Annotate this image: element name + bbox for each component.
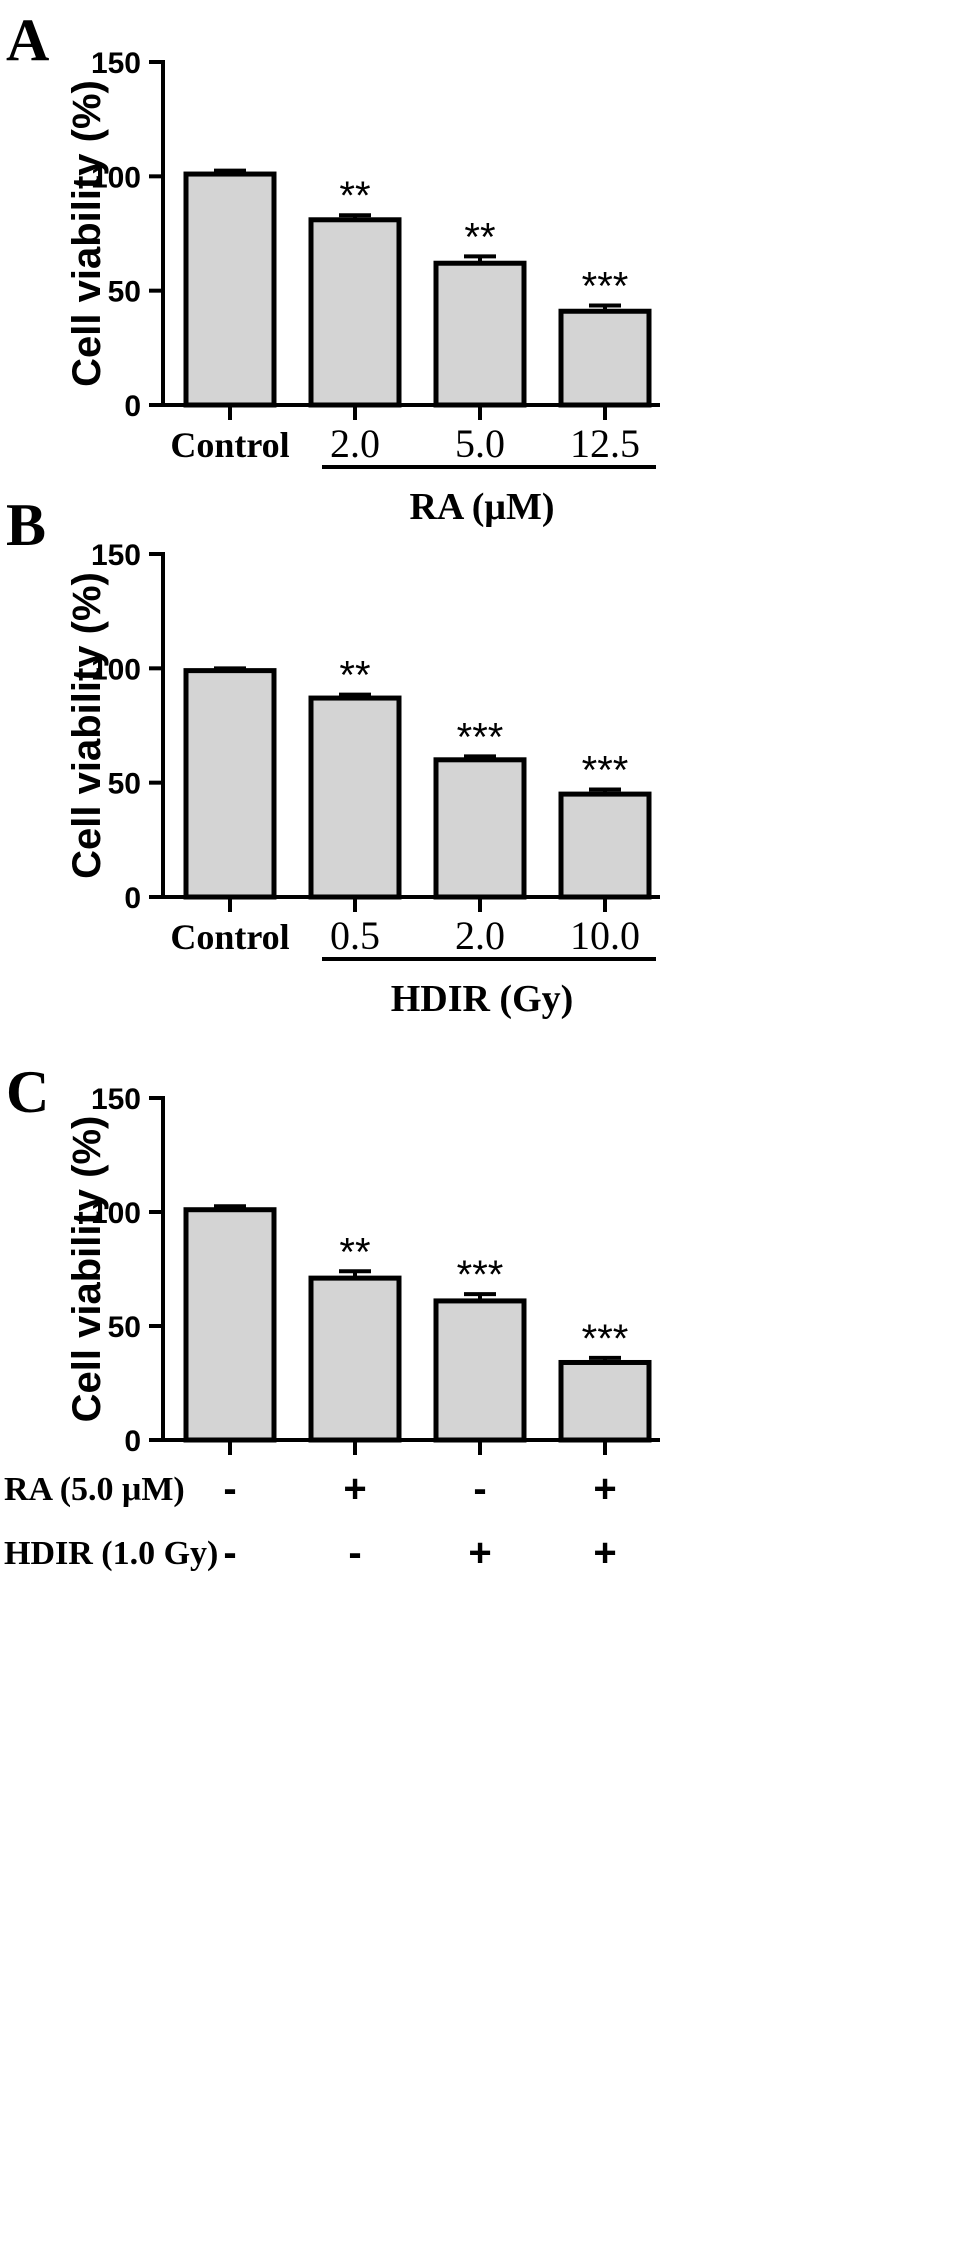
panel-label: B xyxy=(6,492,46,558)
bar xyxy=(433,260,527,408)
treatment-sign: + xyxy=(343,1467,366,1511)
significance-label: ** xyxy=(339,1230,370,1274)
treatment-sign: - xyxy=(223,1467,236,1511)
x-tick-label: 10.0 xyxy=(570,913,640,958)
treatment-sign: + xyxy=(468,1531,491,1575)
y-tick-label: 50 xyxy=(108,276,141,309)
y-tick-label: 0 xyxy=(124,390,141,423)
significance-label: ** xyxy=(339,174,370,218)
treatment-sign: - xyxy=(223,1531,236,1575)
y-tick-label: 50 xyxy=(108,768,141,801)
treatment-sign: - xyxy=(473,1467,486,1511)
y-tick-label: 150 xyxy=(91,539,141,572)
bar xyxy=(308,695,402,900)
significance-label: ** xyxy=(339,654,370,698)
x-tick-label: 5.0 xyxy=(455,421,505,466)
bar xyxy=(433,1298,527,1443)
x-tick-label: Control xyxy=(170,917,289,957)
x-tick-label: 2.0 xyxy=(455,913,505,958)
y-axis-label: Cell viability (%) xyxy=(65,1116,109,1423)
significance-label: *** xyxy=(582,265,629,309)
bar xyxy=(183,171,277,408)
significance-label: *** xyxy=(457,1253,504,1297)
x-tick-label: 0.5 xyxy=(330,913,380,958)
group-label: RA (μM) xyxy=(409,486,554,528)
bar xyxy=(558,791,652,900)
panel-label: A xyxy=(6,7,49,73)
y-tick-label: 50 xyxy=(108,1311,141,1344)
y-axis-label: Cell viability (%) xyxy=(65,572,109,879)
treatment-sign: + xyxy=(593,1531,616,1575)
panel-label: C xyxy=(6,1059,49,1125)
treatment-row-label: RA (5.0 μM) xyxy=(4,1471,185,1508)
y-tick-label: 100 xyxy=(91,161,141,194)
bar xyxy=(558,308,652,408)
significance-label: ** xyxy=(464,215,495,259)
y-tick-label: 150 xyxy=(91,47,141,80)
bar xyxy=(183,668,277,900)
y-tick-label: 0 xyxy=(124,1425,141,1458)
bar xyxy=(558,1359,652,1443)
treatment-sign: + xyxy=(593,1467,616,1511)
significance-label: *** xyxy=(582,1317,629,1361)
y-tick-label: 150 xyxy=(91,1083,141,1116)
bar xyxy=(308,1275,402,1443)
bar xyxy=(433,757,527,900)
bar xyxy=(308,217,402,408)
significance-label: *** xyxy=(457,715,504,759)
x-tick-label: 2.0 xyxy=(330,421,380,466)
y-tick-label: 0 xyxy=(124,882,141,915)
group-label: HDIR (Gy) xyxy=(391,978,574,1020)
y-axis-label: Cell viability (%) xyxy=(65,80,109,387)
significance-label: *** xyxy=(582,749,629,793)
y-tick-label: 100 xyxy=(91,653,141,686)
y-tick-label: 100 xyxy=(91,1197,141,1230)
treatment-row-label: HDIR (1.0 Gy) xyxy=(4,1535,218,1572)
treatment-sign: - xyxy=(348,1531,361,1575)
x-tick-label: Control xyxy=(170,425,289,465)
x-tick-label: 12.5 xyxy=(570,421,640,466)
bar xyxy=(183,1207,277,1443)
